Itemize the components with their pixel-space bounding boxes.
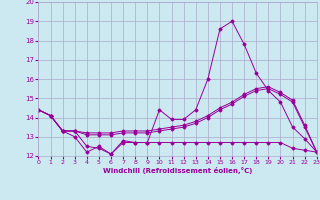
X-axis label: Windchill (Refroidissement éolien,°C): Windchill (Refroidissement éolien,°C) — [103, 167, 252, 174]
